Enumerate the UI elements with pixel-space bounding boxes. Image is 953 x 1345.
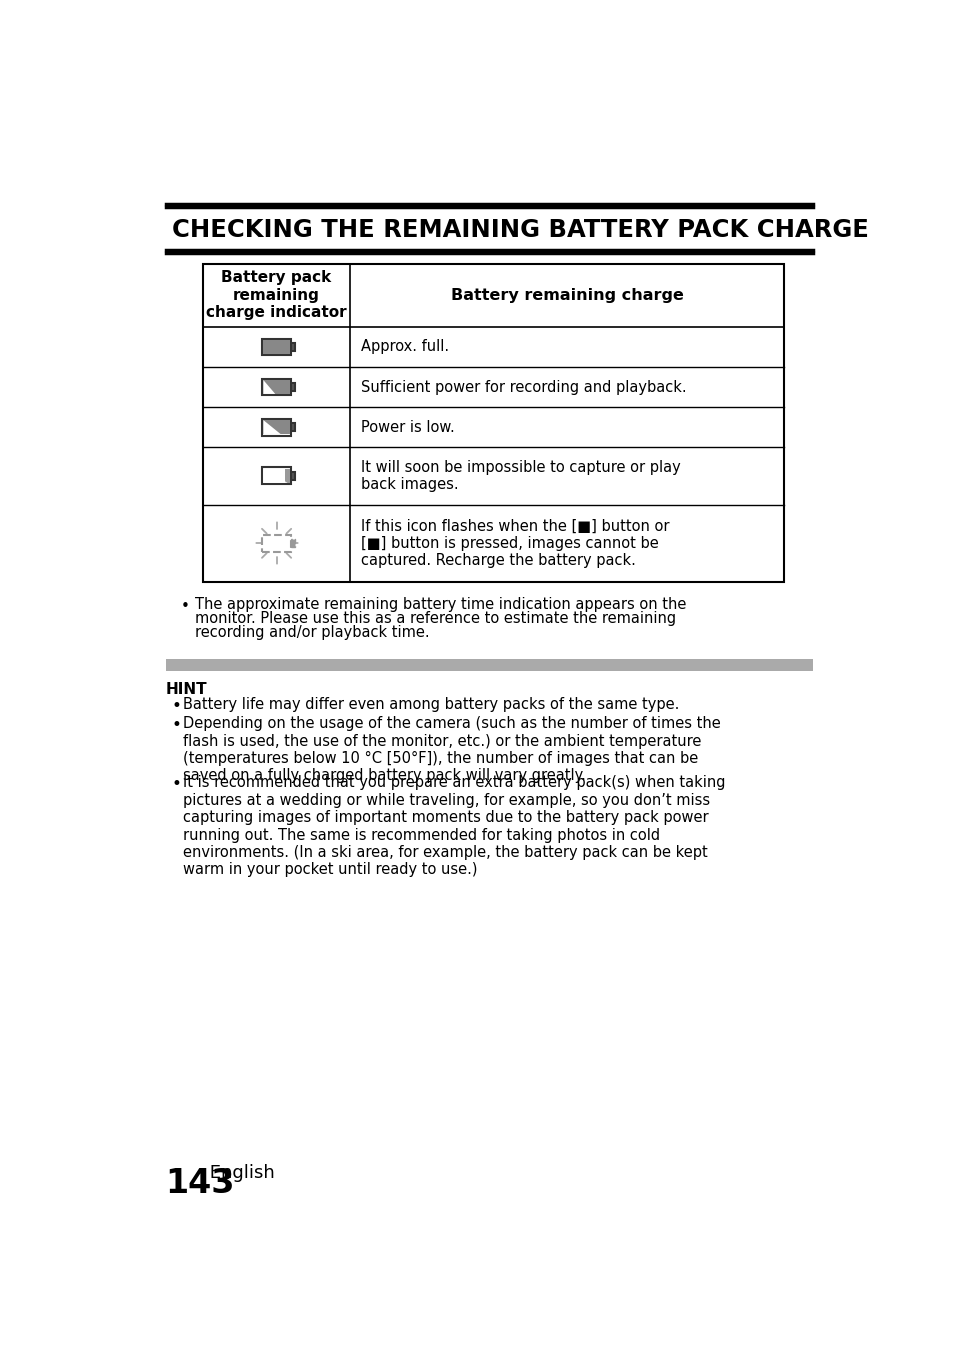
Bar bbox=[291, 472, 294, 480]
Bar bbox=[261, 468, 291, 484]
Bar bbox=[263, 340, 290, 354]
Bar bbox=[203, 264, 783, 582]
Bar bbox=[285, 469, 290, 483]
Bar bbox=[291, 424, 294, 430]
Text: English: English bbox=[204, 1163, 275, 1182]
Text: •: • bbox=[181, 599, 190, 613]
Text: •: • bbox=[172, 697, 182, 716]
Bar bbox=[261, 339, 291, 355]
Bar bbox=[166, 659, 812, 671]
Bar bbox=[263, 381, 290, 394]
Bar bbox=[291, 383, 294, 391]
Bar bbox=[291, 539, 294, 547]
Bar bbox=[263, 420, 290, 434]
Text: HINT: HINT bbox=[166, 682, 207, 697]
Text: CHECKING THE REMAINING BATTERY PACK CHARGE: CHECKING THE REMAINING BATTERY PACK CHAR… bbox=[172, 218, 868, 242]
Polygon shape bbox=[263, 420, 280, 434]
Text: Depending on the usage of the camera (such as the number of times the
flash is u: Depending on the usage of the camera (su… bbox=[183, 716, 720, 783]
Bar bbox=[261, 378, 291, 395]
Text: Approx. full.: Approx. full. bbox=[360, 339, 449, 355]
Bar bbox=[261, 535, 291, 551]
Text: Power is low.: Power is low. bbox=[360, 420, 455, 434]
Text: It is recommended that you prepare an extra battery pack(s) when taking
pictures: It is recommended that you prepare an ex… bbox=[183, 776, 724, 877]
Text: •: • bbox=[172, 716, 182, 734]
Bar bbox=[291, 343, 294, 351]
Text: Sufficient power for recording and playback.: Sufficient power for recording and playb… bbox=[360, 379, 686, 394]
Text: If this icon flashes when the [■] button or
[■] button is pressed, images cannot: If this icon flashes when the [■] button… bbox=[360, 518, 669, 568]
Text: Battery pack
remaining
charge indicator: Battery pack remaining charge indicator bbox=[206, 270, 347, 320]
Text: It will soon be impossible to capture or play
back images.: It will soon be impossible to capture or… bbox=[360, 460, 680, 492]
Text: Battery life may differ even among battery packs of the same type.: Battery life may differ even among batte… bbox=[183, 697, 679, 713]
Text: recording and/or playback time.: recording and/or playback time. bbox=[195, 625, 430, 640]
Polygon shape bbox=[263, 469, 288, 483]
Text: Battery remaining charge: Battery remaining charge bbox=[450, 288, 683, 303]
Polygon shape bbox=[263, 381, 275, 394]
Text: monitor. Please use this as a reference to estimate the remaining: monitor. Please use this as a reference … bbox=[195, 611, 676, 625]
Bar bbox=[261, 418, 291, 436]
Text: •: • bbox=[172, 776, 182, 794]
Text: 143: 143 bbox=[166, 1167, 235, 1200]
Text: The approximate remaining battery time indication appears on the: The approximate remaining battery time i… bbox=[195, 597, 686, 612]
